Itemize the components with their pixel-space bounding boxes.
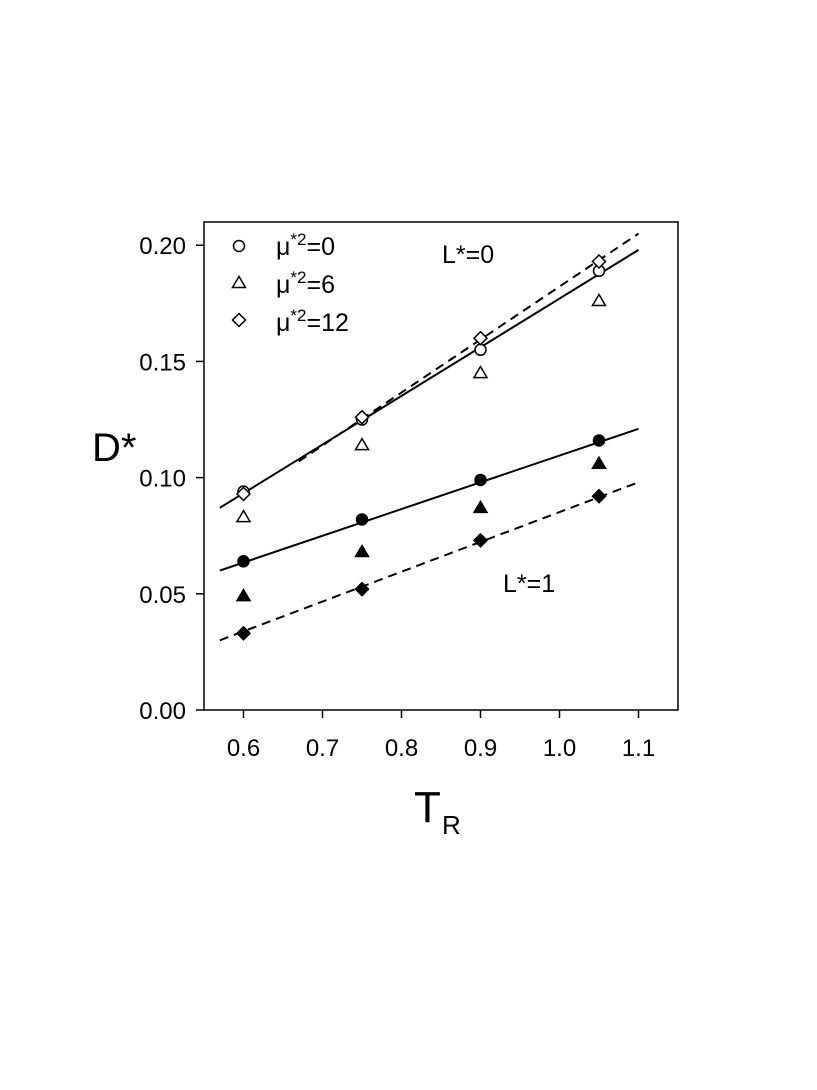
data-point-triangle-open bbox=[235, 509, 252, 523]
y-tick-label: 0.15 bbox=[139, 349, 186, 376]
legend-markers bbox=[231, 239, 247, 328]
annotation-l0: L*=0 bbox=[442, 241, 494, 269]
x-tick-label: 1.0 bbox=[543, 735, 576, 762]
legend-label-2: μ*2=12 bbox=[276, 306, 349, 337]
data-point-triangle-filled bbox=[235, 588, 252, 602]
plot-frame bbox=[203, 221, 679, 711]
x-tick-label: 1.1 bbox=[622, 735, 655, 762]
data-point-diamond-open bbox=[354, 409, 370, 425]
data-point-triangle-open bbox=[472, 365, 489, 379]
fit-lines bbox=[219, 232, 640, 642]
data-point-circle-filled bbox=[237, 555, 250, 568]
data-markers bbox=[235, 253, 607, 641]
fit-line-dashed bbox=[219, 481, 639, 642]
data-point-triangle-filled bbox=[354, 544, 370, 558]
fit-line-solid bbox=[219, 427, 639, 572]
x-tick-label: 0.8 bbox=[385, 735, 418, 762]
y-tick-label: 0.05 bbox=[139, 582, 186, 609]
x-axis-title: T bbox=[414, 783, 441, 832]
data-point-triangle-open bbox=[591, 293, 607, 307]
legend: μ*2=0 μ*2=6 μ*2=12 bbox=[231, 230, 349, 337]
data-point-triangle-filled bbox=[472, 499, 489, 514]
data-point-diamond-open bbox=[591, 253, 607, 270]
x-tick-label: 0.6 bbox=[227, 735, 260, 762]
data-point-diamond-open bbox=[472, 330, 489, 346]
data-point-circle-filled bbox=[355, 513, 369, 526]
legend-marker-triangle-open bbox=[231, 275, 247, 289]
data-point-circle-filled bbox=[592, 434, 606, 447]
y-tick-label: 0.20 bbox=[139, 233, 186, 260]
y-tick-label: 0.00 bbox=[139, 698, 186, 725]
legend-marker-circle-open bbox=[232, 239, 246, 253]
legend-marker-diamond-open bbox=[231, 312, 247, 328]
legend-label-1: μ*2=6 bbox=[276, 268, 335, 299]
y-tick-label: 0.10 bbox=[139, 466, 186, 493]
data-point-diamond-filled bbox=[235, 625, 252, 641]
data-point-diamond-open bbox=[235, 486, 252, 502]
data-point-diamond-filled bbox=[591, 488, 607, 504]
legend-label-0: μ*2=0 bbox=[276, 230, 335, 261]
x-tick-label: 0.9 bbox=[464, 735, 497, 762]
axis-ticks: 0.6 0.7 0.8 0.9 1.0 1.1 0.00 0.05 0.10 0.15 0.20 bbox=[139, 233, 655, 762]
data-point-diamond-filled bbox=[354, 581, 370, 597]
x-axis-title-subscript: R bbox=[442, 810, 461, 840]
data-point-triangle-filled bbox=[591, 455, 607, 469]
annotation-l1: L*=1 bbox=[503, 570, 555, 598]
fit-line-dashed bbox=[298, 232, 640, 463]
x-tick-label: 0.7 bbox=[306, 735, 339, 762]
data-point-circle-filled bbox=[474, 473, 487, 487]
data-point-diamond-filled bbox=[472, 532, 489, 548]
data-point-triangle-open bbox=[354, 437, 370, 451]
fit-line-solid bbox=[219, 249, 640, 509]
data-point-circle-open bbox=[474, 343, 487, 357]
y-axis-title: D* bbox=[92, 426, 136, 470]
